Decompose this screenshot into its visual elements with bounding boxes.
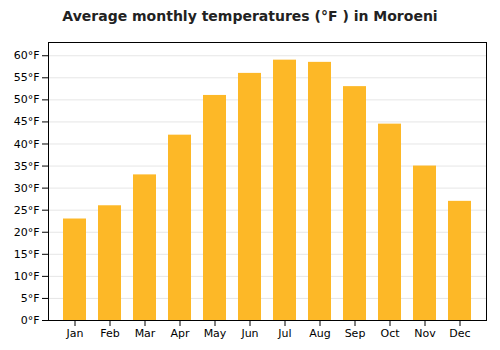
svg-text:Apr: Apr [170, 327, 190, 340]
svg-text:60°F: 60°F [14, 49, 40, 62]
svg-text:Mar: Mar [135, 327, 156, 340]
svg-text:25°F: 25°F [14, 204, 40, 217]
svg-text:5°F: 5°F [21, 292, 40, 305]
svg-text:Aug: Aug [309, 327, 330, 340]
svg-text:20°F: 20°F [14, 226, 40, 239]
svg-text:Nov: Nov [414, 327, 436, 340]
svg-text:Dec: Dec [449, 327, 470, 340]
svg-text:15°F: 15°F [14, 248, 40, 261]
svg-text:30°F: 30°F [14, 182, 40, 195]
svg-text:May: May [204, 327, 227, 340]
svg-text:40°F: 40°F [14, 138, 40, 151]
svg-text:Jun: Jun [240, 327, 258, 340]
html-text:Average monthly temperatures (: Average monthly temperatures (°F ) in Mo… [62, 8, 438, 24]
svg-text:Oct: Oct [380, 327, 400, 340]
svg-text:Jul: Jul [277, 327, 291, 340]
svg-text:35°F: 35°F [14, 160, 40, 173]
svg-text:10°F: 10°F [14, 270, 40, 283]
svg-text:45°F: 45°F [14, 115, 40, 128]
svg-text:Jan: Jan [66, 327, 84, 340]
svg-text:Sep: Sep [345, 327, 366, 340]
svg-text:Feb: Feb [100, 327, 119, 340]
svg-text:0°F: 0°F [21, 314, 40, 327]
svg-text:55°F: 55°F [14, 71, 40, 84]
svg-text:50°F: 50°F [14, 93, 40, 106]
